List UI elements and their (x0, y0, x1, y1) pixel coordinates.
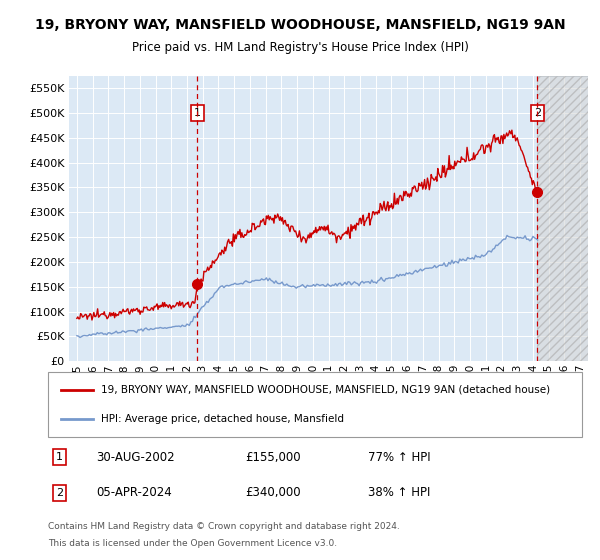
Text: £155,000: £155,000 (245, 451, 301, 464)
Text: Price paid vs. HM Land Registry's House Price Index (HPI): Price paid vs. HM Land Registry's House … (131, 41, 469, 54)
Text: 2: 2 (56, 488, 64, 498)
Text: £340,000: £340,000 (245, 486, 301, 500)
Text: 19, BRYONY WAY, MANSFIELD WOODHOUSE, MANSFIELD, NG19 9AN: 19, BRYONY WAY, MANSFIELD WOODHOUSE, MAN… (35, 18, 565, 32)
Text: 30-AUG-2002: 30-AUG-2002 (96, 451, 175, 464)
Text: 1: 1 (56, 452, 63, 462)
Text: 2: 2 (533, 108, 541, 118)
Text: 19, BRYONY WAY, MANSFIELD WOODHOUSE, MANSFIELD, NG19 9AN (detached house): 19, BRYONY WAY, MANSFIELD WOODHOUSE, MAN… (101, 385, 551, 395)
Text: 1: 1 (194, 108, 201, 118)
Text: This data is licensed under the Open Government Licence v3.0.: This data is licensed under the Open Gov… (48, 539, 337, 548)
Text: 05-APR-2024: 05-APR-2024 (96, 486, 172, 500)
Text: HPI: Average price, detached house, Mansfield: HPI: Average price, detached house, Mans… (101, 414, 344, 424)
Text: 38% ↑ HPI: 38% ↑ HPI (368, 486, 431, 500)
Text: Contains HM Land Registry data © Crown copyright and database right 2024.: Contains HM Land Registry data © Crown c… (48, 522, 400, 531)
FancyBboxPatch shape (48, 372, 582, 437)
Bar (537, 76, 588, 361)
Text: 77% ↑ HPI: 77% ↑ HPI (368, 451, 431, 464)
